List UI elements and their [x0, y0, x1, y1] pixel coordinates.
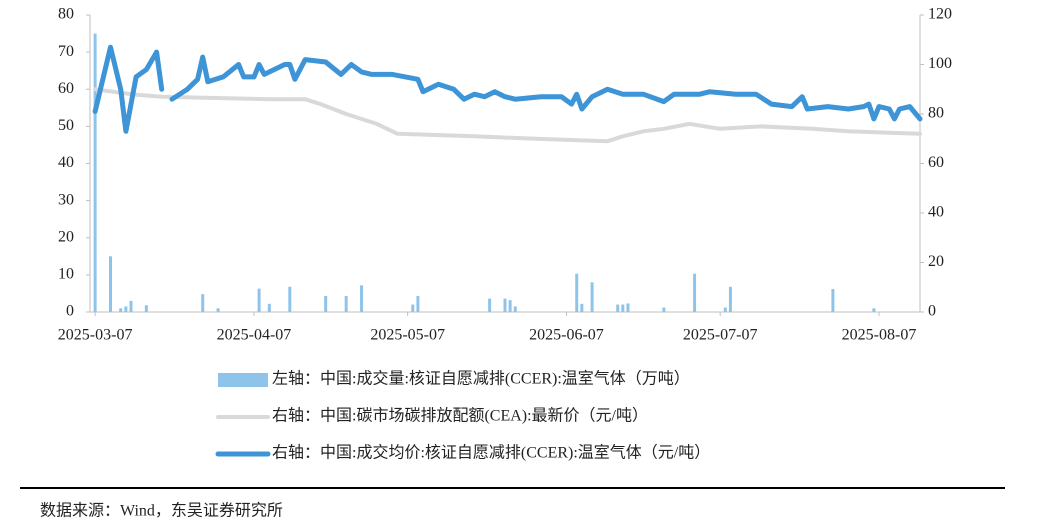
line [169, 54, 923, 122]
bar [503, 298, 507, 312]
line [92, 44, 165, 134]
bar [488, 298, 492, 312]
x-tick-label: 2025-05-07 [370, 327, 445, 344]
y2-tick-label: 20 [928, 253, 944, 270]
bar [324, 296, 328, 312]
y-tick-label: 30 [58, 191, 74, 208]
y-tick-label: 10 [58, 266, 74, 283]
bar [831, 288, 835, 312]
x-tick-label: 2025-03-07 [58, 327, 133, 344]
y2-tick-label: 40 [928, 204, 944, 221]
bar [93, 33, 97, 312]
y-tick-label: 80 [58, 6, 74, 23]
line [93, 87, 922, 144]
bar [288, 286, 292, 312]
bar [662, 307, 666, 312]
bar [508, 300, 512, 312]
y-tick-label: 60 [58, 80, 74, 97]
y2-tick-label: 100 [928, 55, 952, 72]
x-tick-label: 2025-08-07 [842, 327, 917, 344]
bar [728, 286, 732, 312]
bar [723, 307, 727, 312]
y-tick-label: 0 [66, 303, 74, 320]
bar [129, 300, 133, 312]
legend-label: 左轴：中国:成交量:核证自愿减排(CCER):温室气体（万吨） [272, 370, 690, 388]
bar [580, 303, 584, 312]
bar [108, 256, 112, 312]
y-tick-label: 40 [58, 154, 74, 171]
y2-tick-label: 80 [928, 105, 944, 122]
bar [257, 288, 261, 312]
bar [693, 273, 697, 312]
bar [344, 296, 348, 312]
bar [124, 306, 128, 312]
bar [590, 282, 594, 312]
bar [626, 303, 630, 312]
bar [575, 273, 579, 312]
bar [144, 305, 148, 312]
legend-swatch [218, 373, 268, 387]
bar [416, 296, 420, 312]
bar [513, 306, 517, 312]
bar [616, 304, 620, 312]
bar [621, 304, 625, 312]
source-note: 数据来源：Wind，东吴证券研究所 [40, 502, 283, 520]
bar [216, 308, 220, 312]
y-tick-label: 20 [58, 228, 74, 245]
y-tick-label: 50 [58, 117, 74, 134]
bar [267, 303, 271, 312]
y-tick-label: 70 [58, 43, 74, 60]
bar [360, 285, 364, 312]
bar [872, 308, 876, 312]
bar [411, 304, 415, 312]
bar [201, 294, 205, 312]
legend-label: 右轴：中国:碳市场碳排放配额(CEA):最新价（元/吨） [272, 407, 648, 425]
x-tick-label: 2025-06-07 [529, 327, 604, 344]
y2-tick-label: 0 [928, 303, 936, 320]
y2-tick-label: 120 [928, 6, 952, 23]
bar [119, 308, 123, 312]
x-tick-label: 2025-07-07 [683, 327, 758, 344]
legend-label: 右轴：中国:成交均价:核证自愿减排(CCER):温室气体（元/吨） [272, 444, 710, 462]
x-tick-label: 2025-04-07 [217, 327, 292, 344]
y2-tick-label: 60 [928, 154, 944, 171]
